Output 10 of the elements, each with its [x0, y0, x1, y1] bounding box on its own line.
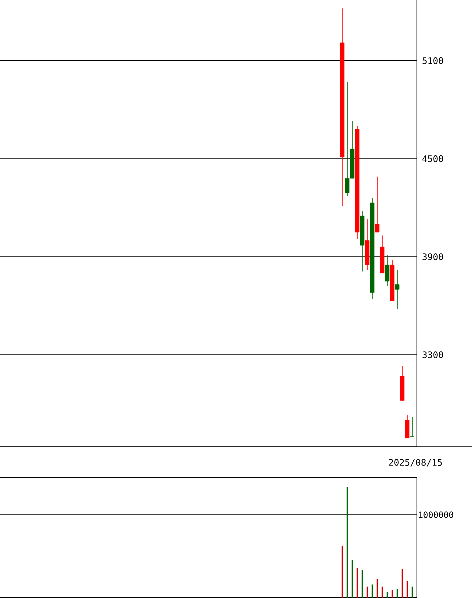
text: 1000000 [419, 512, 454, 518]
y-tick-label: 4500 [422, 156, 444, 162]
candlestick [395, 270, 400, 310]
candlestick [375, 176, 380, 233]
y-tick-label: 5100 [422, 58, 444, 64]
candlestick [405, 415, 410, 439]
y-tick-label: 3900 [422, 254, 444, 260]
y-tick-label: 3300 [422, 352, 444, 358]
candlestick [385, 254, 390, 287]
text: 2025/08/15 [389, 459, 442, 467]
